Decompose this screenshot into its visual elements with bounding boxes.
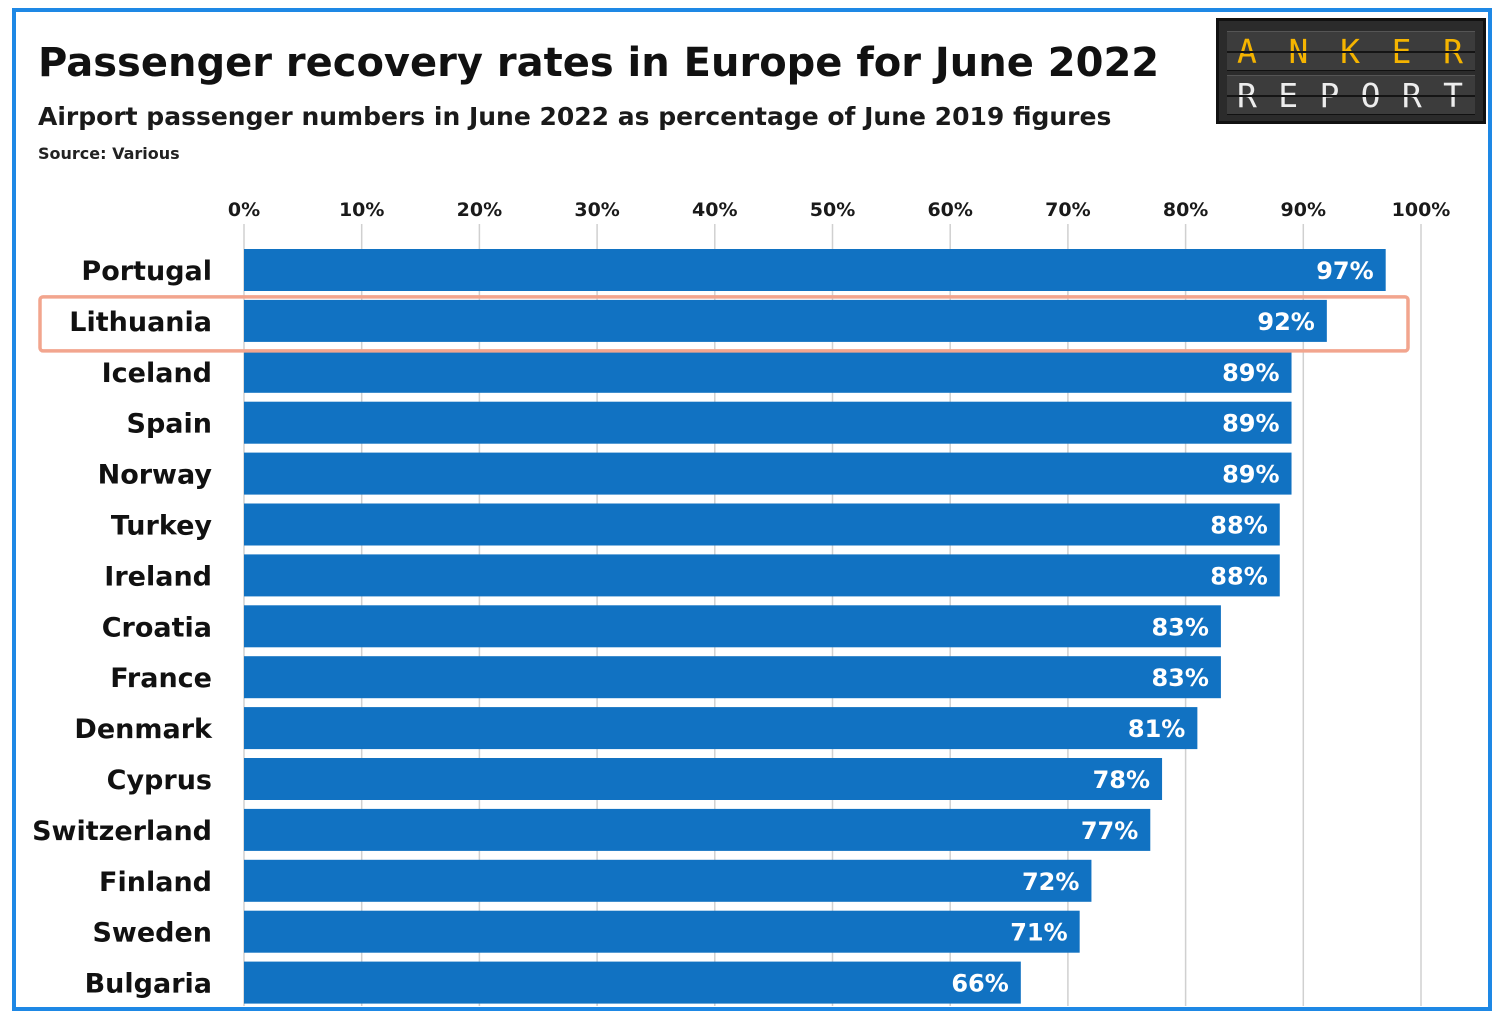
bar [244,401,1292,444]
category-label: Denmark [74,714,213,745]
category-label: Cyprus [107,765,212,796]
category-label: France [110,663,212,694]
bars [244,249,1386,1004]
data-label: 83% [1151,664,1208,692]
data-label: 97% [1316,257,1373,285]
bar [244,503,1280,546]
bar [244,859,1092,902]
bar [244,808,1151,851]
x-tick-label: 70% [1045,199,1090,221]
data-label: 83% [1151,613,1208,641]
bar [244,249,1386,291]
bar [244,910,1080,953]
highlight-group [38,295,1410,353]
category-label: Bulgaria [85,969,212,1000]
data-label: 71% [1010,919,1067,947]
x-tick-label: 60% [927,199,972,221]
data-label: 72% [1022,868,1079,896]
data-label: 89% [1222,359,1279,387]
highlight-box [38,295,1410,353]
data-label: 66% [951,970,1008,998]
data-label: 78% [1093,766,1150,794]
category-label: Norway [98,460,213,491]
category-label: Switzerland [32,816,212,847]
category-label: Lithuania [69,307,212,338]
bar [244,961,1021,1004]
category-labels: Portugal Lithuania Iceland Spain Norway Turke… [32,256,213,1000]
category-label: Croatia [102,612,212,643]
bar [244,554,1280,597]
x-tick-label: 30% [574,199,619,221]
x-tick-label: 100% [1392,199,1451,221]
bar [244,758,1163,800]
logo-split-line [1227,51,1475,53]
x-tick-label: 0% [228,199,260,221]
category-label: Turkey [111,511,213,542]
bar [244,452,1292,495]
bar [244,605,1221,648]
chart-subtitle: Airport passenger numbers in June 2022 a… [38,102,1112,131]
x-tick-label: 20% [457,199,502,221]
category-label: Ireland [104,561,212,592]
chart-title: Passenger recovery rates in Europe for J… [38,40,1160,86]
category-label: Portugal [81,256,212,287]
bar [244,707,1198,750]
x-tick-label: 10% [339,199,384,221]
category-label: Iceland [102,358,212,389]
bar [244,299,1327,342]
category-label: Spain [127,409,212,440]
data-label: 89% [1222,461,1279,489]
data-label: 92% [1257,308,1314,336]
data-label: 88% [1210,512,1267,540]
bar [244,350,1292,393]
x-tick-label: 80% [1163,199,1208,221]
category-label: Sweden [92,918,212,949]
data-label: 77% [1081,817,1138,845]
category-label: Finland [99,867,212,898]
x-axis-tick-labels: 0% 10% 20% 30% 40% 50% 60% 70% 80% 90% 100% [228,199,1450,221]
data-label: 88% [1210,562,1267,590]
data-label: 89% [1222,410,1279,438]
data-labels: 97%92%89%89%89%88%88%83%83%81%78%77%72%7… [951,257,1373,998]
data-label: 81% [1128,715,1185,743]
x-tick-label: 90% [1281,199,1326,221]
x-tick-label: 50% [810,199,855,221]
bar [244,656,1221,699]
logo-split-line [1227,95,1475,97]
x-tick-label: 40% [692,199,737,221]
chart-source: Source: Various [38,144,180,163]
